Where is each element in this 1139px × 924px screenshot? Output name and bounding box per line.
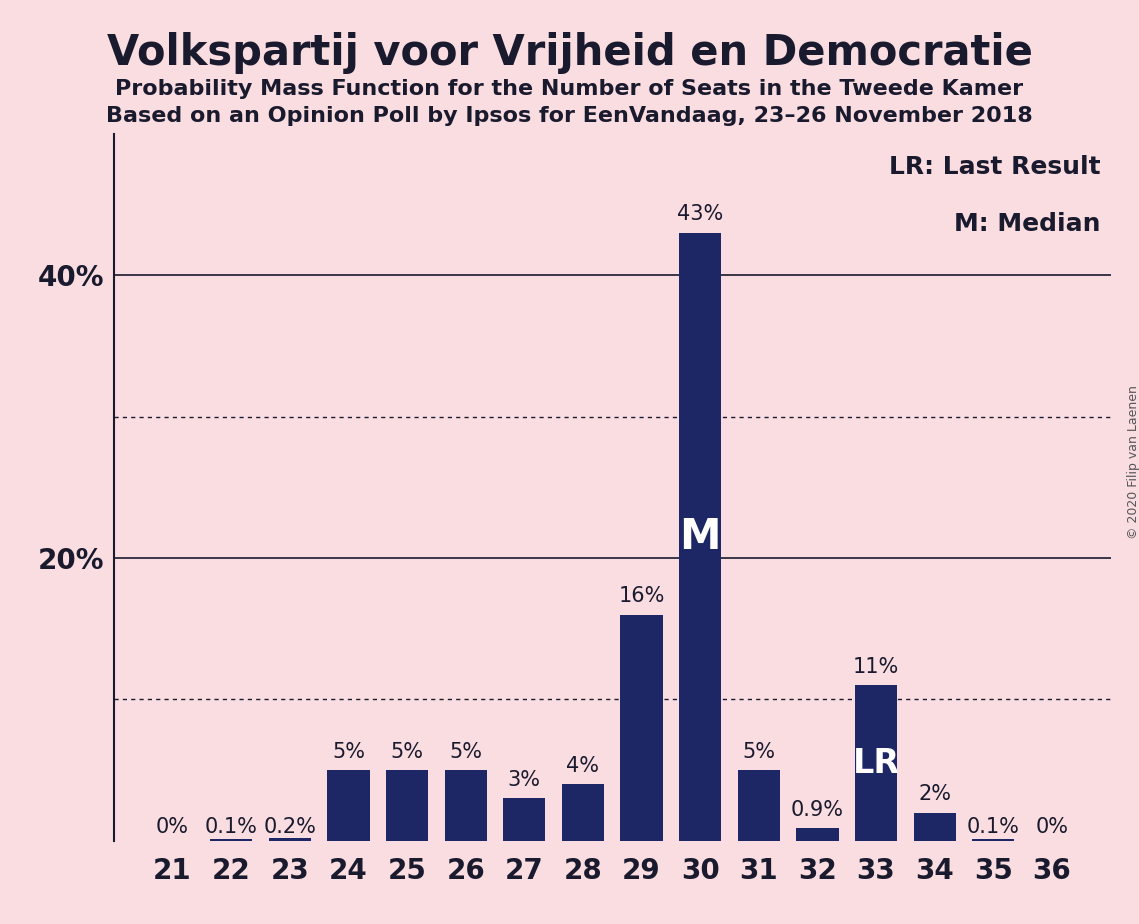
Bar [855, 686, 898, 841]
Bar [738, 771, 780, 841]
Text: 5%: 5% [449, 742, 482, 761]
Bar [621, 614, 663, 841]
Text: 0.2%: 0.2% [263, 817, 317, 836]
Bar [796, 828, 838, 841]
Bar [386, 771, 428, 841]
Bar [444, 771, 486, 841]
Text: 0%: 0% [156, 817, 189, 836]
Text: 5%: 5% [743, 742, 776, 761]
Bar [973, 839, 1015, 841]
Text: 43%: 43% [677, 204, 723, 225]
Text: Probability Mass Function for the Number of Seats in the Tweede Kamer: Probability Mass Function for the Number… [115, 79, 1024, 99]
Bar [269, 838, 311, 841]
Text: M: M [679, 516, 721, 558]
Text: 16%: 16% [618, 586, 665, 606]
Text: 2%: 2% [918, 784, 951, 804]
Text: LR: LR [852, 747, 900, 780]
Text: 11%: 11% [853, 657, 899, 677]
Text: 0.9%: 0.9% [790, 799, 844, 820]
Text: © 2020 Filip van Laenen: © 2020 Filip van Laenen [1126, 385, 1139, 539]
Text: Based on an Opinion Poll by Ipsos for EenVandaag, 23–26 November 2018: Based on an Opinion Poll by Ipsos for Ee… [106, 106, 1033, 127]
Text: Volkspartij voor Vrijheid en Democratie: Volkspartij voor Vrijheid en Democratie [107, 32, 1032, 74]
Bar [562, 784, 604, 841]
Text: 5%: 5% [331, 742, 364, 761]
Text: 4%: 4% [566, 756, 599, 776]
Text: 5%: 5% [391, 742, 424, 761]
Bar [327, 771, 369, 841]
Bar [503, 798, 546, 841]
Text: M: Median: M: Median [954, 212, 1100, 236]
Bar [913, 812, 956, 841]
Text: 3%: 3% [508, 770, 541, 790]
Text: LR: Last Result: LR: Last Result [888, 155, 1100, 179]
Bar [679, 233, 721, 841]
Text: 0.1%: 0.1% [205, 817, 257, 836]
Bar [210, 839, 252, 841]
Text: 0.1%: 0.1% [967, 817, 1019, 836]
Text: 0%: 0% [1035, 817, 1068, 836]
